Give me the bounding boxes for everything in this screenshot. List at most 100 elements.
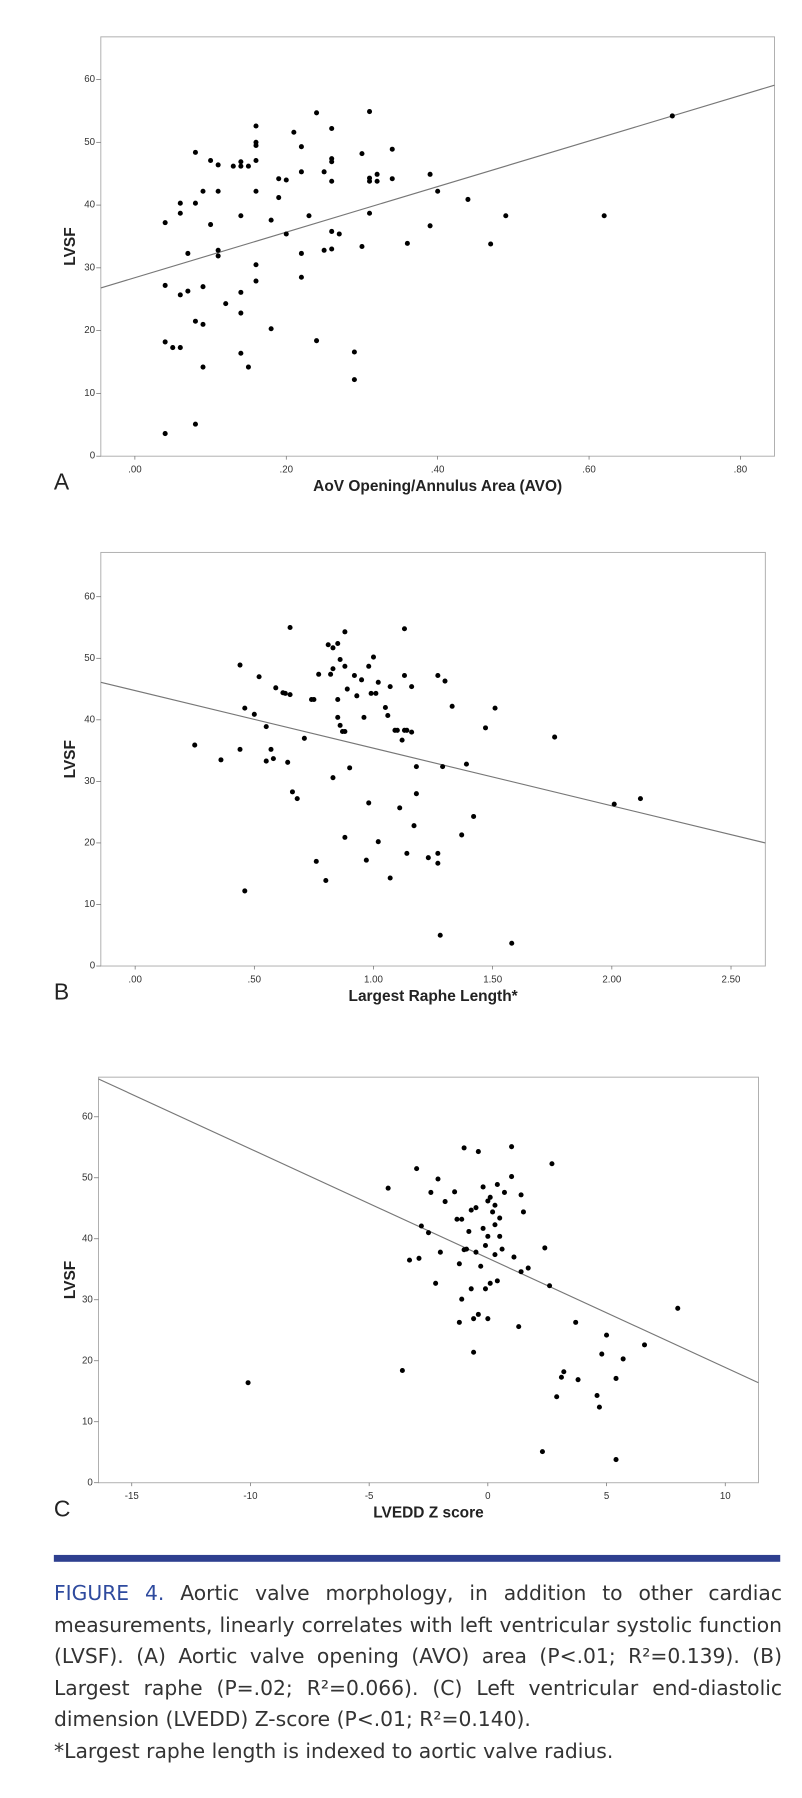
point (192, 149, 198, 155)
point (283, 231, 289, 237)
point (253, 142, 259, 148)
point (525, 1265, 531, 1271)
point (492, 1252, 498, 1258)
y-axis-label: LVSF (62, 1261, 79, 1299)
point (238, 289, 244, 295)
point (399, 1367, 405, 1374)
point (329, 156, 335, 162)
point (394, 727, 400, 733)
point (162, 282, 168, 288)
point (329, 246, 335, 252)
y-tick-label: 20 (84, 837, 95, 848)
plot-frame (98, 1076, 759, 1484)
point (518, 1269, 524, 1275)
point (425, 1230, 432, 1236)
point (192, 421, 198, 427)
x-axis-label: AoV Opening/Annulus Area (AVO) (313, 478, 562, 495)
x-tick-label: .80 (734, 464, 748, 475)
point (389, 176, 395, 182)
point (613, 1457, 619, 1463)
point (238, 350, 244, 356)
point (238, 213, 244, 219)
point (456, 1319, 462, 1325)
point (263, 724, 269, 730)
caption-body: FIGURE 4. Aortic valve morphology, in ad… (54, 1578, 782, 1736)
point (367, 109, 373, 115)
point (471, 1316, 477, 1322)
point (520, 1209, 526, 1215)
point (416, 1255, 422, 1261)
point (359, 677, 365, 683)
x-tick-label: -15 (125, 1491, 139, 1502)
x-tick-label: -5 (365, 1491, 374, 1502)
point (575, 1377, 581, 1383)
point (253, 188, 259, 194)
point (291, 129, 297, 135)
caption-rule (53, 1554, 781, 1562)
point (335, 640, 341, 647)
point (509, 940, 515, 946)
point (411, 823, 417, 829)
point (192, 200, 198, 206)
x-tick-label: 0 (485, 1491, 491, 1502)
point (253, 278, 259, 284)
point (361, 714, 367, 720)
point (311, 697, 317, 703)
point (604, 1332, 610, 1338)
x-axis-label: LVEDD Z score (373, 1505, 484, 1522)
point (301, 735, 307, 741)
footnote: *Largest raphe length is indexed to aort… (54, 1738, 614, 1763)
point (463, 761, 469, 767)
y-tick-label: 60 (82, 1111, 93, 1122)
point (215, 247, 221, 253)
y-tick-label: 60 (84, 591, 95, 602)
y-tick-label: 30 (84, 776, 95, 787)
y-tick-label: 0 (90, 961, 96, 972)
x-axis-label: Largest Raphe Length* (349, 988, 518, 1005)
point (342, 663, 348, 669)
point (459, 1296, 465, 1302)
y-tick-label: 20 (82, 1355, 93, 1366)
point (675, 1305, 681, 1311)
point (316, 671, 322, 677)
point (601, 213, 607, 219)
point (558, 1374, 564, 1380)
point (337, 656, 343, 663)
point (208, 157, 214, 164)
point (573, 1319, 579, 1325)
point (482, 1286, 488, 1292)
point (237, 662, 243, 668)
x-tick-label: .40 (431, 464, 445, 475)
point (463, 1246, 469, 1252)
point (442, 678, 448, 684)
plot-frame (100, 36, 775, 457)
point (596, 1404, 602, 1410)
point (351, 349, 357, 355)
point (200, 321, 206, 327)
point (425, 855, 431, 861)
point (485, 1198, 491, 1204)
point (344, 686, 350, 692)
point (468, 1286, 474, 1292)
point (542, 1245, 548, 1251)
point (270, 756, 276, 762)
point (273, 685, 279, 691)
point (552, 734, 558, 740)
point (459, 832, 465, 838)
point (387, 875, 393, 881)
point (298, 144, 304, 150)
point (298, 274, 304, 280)
point (313, 858, 319, 864)
point (330, 645, 336, 651)
point (330, 775, 336, 781)
point (253, 262, 259, 268)
point (337, 722, 343, 728)
point (401, 626, 407, 632)
y-axis-label: LVSF (62, 740, 79, 778)
point (459, 1216, 465, 1222)
point (385, 713, 391, 719)
point (177, 200, 183, 206)
x-tick-label: .20 (280, 464, 294, 475)
point (382, 705, 388, 711)
